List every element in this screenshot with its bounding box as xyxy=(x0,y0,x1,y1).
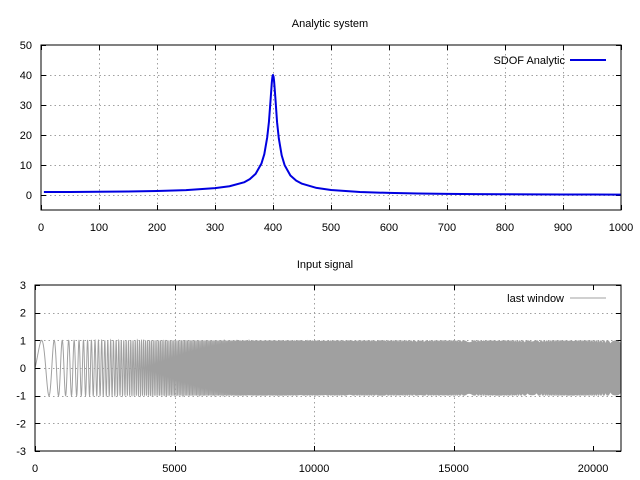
analytic-system-y-tick-label: 0 xyxy=(26,190,32,202)
analytic-system-y-tick-label: 50 xyxy=(20,40,32,52)
analytic-system-x-tick-label: 200 xyxy=(148,222,166,234)
analytic-system-x-tick-label: 1000 xyxy=(609,222,633,234)
analytic-system-plot-frame xyxy=(40,44,622,211)
input-signal-x-tick-label: 0 xyxy=(32,463,38,475)
legend-label-last-window: last window xyxy=(507,293,564,305)
analytic-system-y-tick-label: 20 xyxy=(20,130,32,142)
analytic-system-x-tick-label: 300 xyxy=(206,222,224,234)
input-signal-y-tick-label: -2 xyxy=(16,418,26,430)
analytic-system-x-tick-label: 900 xyxy=(554,222,572,234)
input-signal-y-tick-label: -1 xyxy=(16,391,26,403)
analytic-system-x-tick-label: 600 xyxy=(380,222,398,234)
analytic-system-grid xyxy=(41,45,621,210)
input-signal-y-tick-label: 3 xyxy=(20,280,26,292)
analytic-system-x-tick-label: 100 xyxy=(90,222,108,234)
analytic-system-panel: Analytic system 0 100 200 300 400 500 600 700 80… xyxy=(20,18,633,234)
analytic-system-x-tick-label: 700 xyxy=(438,222,456,234)
analytic-system-y-tick-label: 30 xyxy=(20,100,32,112)
input-signal-legend: last window xyxy=(507,293,606,305)
sdof-analytic-series-line xyxy=(43,74,621,196)
analytic-system-x-tick-label: 400 xyxy=(264,222,282,234)
input-signal-y-tick-label: 1 xyxy=(20,335,26,347)
analytic-system-y-tick-label: 40 xyxy=(20,70,32,82)
analytic-system-y-tick-label: 10 xyxy=(20,160,32,172)
input-signal-y-tick-label: 2 xyxy=(20,308,26,320)
analytic-system-x-tick-label: 0 xyxy=(38,222,44,234)
analytic-system-x-tick-label: 500 xyxy=(322,222,340,234)
analytic-system-x-tick-label: 800 xyxy=(496,222,514,234)
legend-label-sdof-analytic: SDOF Analytic xyxy=(493,55,565,67)
input-signal-x-tick-label: 5000 xyxy=(162,463,186,475)
input-signal-tick-labels: 0 5000 10000 15000 20000 -3 -2 -1 0 1 2 3 xyxy=(16,280,608,475)
input-signal-y-tick-label: -3 xyxy=(16,446,26,458)
input-signal-x-tick-label: 10000 xyxy=(299,463,330,475)
analytic-system-title: Analytic system xyxy=(292,18,368,30)
input-signal-x-tick-label: 20000 xyxy=(578,463,609,475)
analytic-system-tick-labels: 0 100 200 300 400 500 600 700 800 900 1000 0 10 20 30 4… xyxy=(20,40,633,234)
analytic-system-legend: SDOF Analytic xyxy=(493,55,606,67)
input-signal-panel: Input signal 0 5000 10000 15000 20000-3-2-10… xyxy=(16,259,622,475)
input-signal-plot-frame xyxy=(34,284,622,452)
input-signal-x-tick-label: 15000 xyxy=(438,463,469,475)
input-signal-y-tick-label: 0 xyxy=(20,363,26,375)
input-signal-title: Input signal xyxy=(297,259,353,271)
last-window-series-line xyxy=(35,338,621,398)
